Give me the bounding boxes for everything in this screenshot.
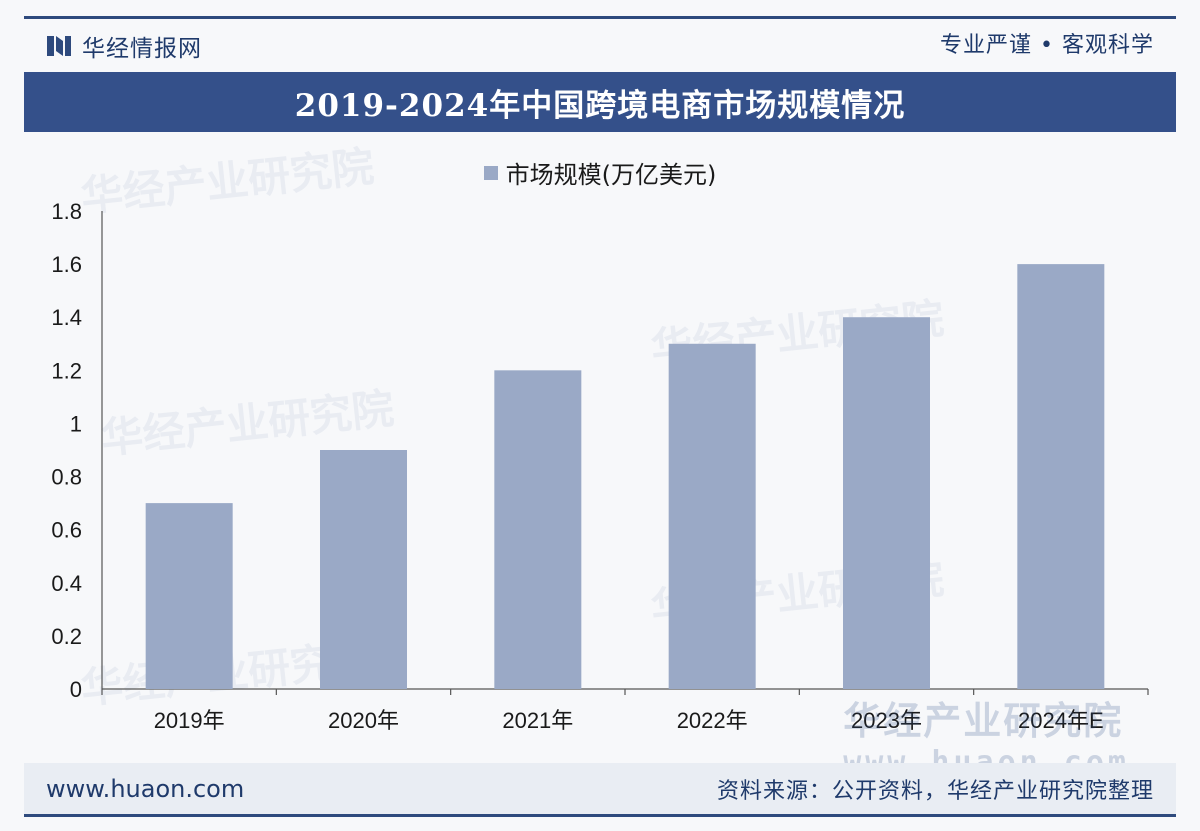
x-tick-label: 2023年 [851, 708, 922, 733]
y-tick-label: 0.2 [51, 624, 82, 649]
bar [843, 317, 930, 689]
y-tick-label: 1.2 [51, 358, 82, 383]
brand-name: 华经情报网 [82, 36, 202, 62]
footer-source: 资料来源：公开资料，华经产业研究院整理 [716, 778, 1154, 804]
x-tick-label: 2021年 [502, 708, 573, 733]
top-rule [24, 16, 1176, 19]
footer: www.huaon.com 资料来源：公开资料，华经产业研究院整理 [24, 763, 1176, 817]
x-tick-label: 2022年 [677, 708, 748, 733]
y-tick-label: 1.8 [51, 199, 82, 224]
y-tick-label: 0.8 [51, 465, 82, 490]
y-tick-label: 1 [70, 411, 82, 436]
legend-swatch [483, 165, 498, 180]
bar [494, 370, 582, 689]
bar [145, 503, 233, 689]
x-tick-label: 2024年E [1018, 708, 1104, 733]
footer-url[interactable]: www.huaon.com [46, 774, 245, 803]
legend-label: 市场规模(万亿美元) [505, 161, 717, 189]
bar [1017, 264, 1105, 689]
y-tick-label: 1.6 [51, 252, 82, 277]
motto: 专业严谨 • 客观科学 [940, 33, 1154, 58]
x-tick-label: 2019年 [154, 708, 225, 733]
y-tick-label: 0.6 [51, 518, 82, 543]
bar-chart: 0 0.2 0.4 0.6 0.8 1 1.2 1.4 1.6 1.8 2019年 2020年 2021… [51, 199, 1149, 733]
y-tick-label: 1.4 [51, 305, 82, 330]
brand: 华经情报网 [46, 28, 202, 64]
y-tick-label: 0.4 [51, 571, 82, 596]
y-tick-label: 0 [70, 677, 82, 702]
x-tick-label: 2020年 [328, 708, 399, 733]
chart-title: 2019-2024年中国跨境电商市场规模情况 [24, 72, 1176, 132]
bar [320, 450, 407, 689]
brand-logo-icon [47, 36, 71, 56]
legend: 市场规模(万亿美元) [0, 155, 1200, 190]
bar [668, 343, 756, 689]
